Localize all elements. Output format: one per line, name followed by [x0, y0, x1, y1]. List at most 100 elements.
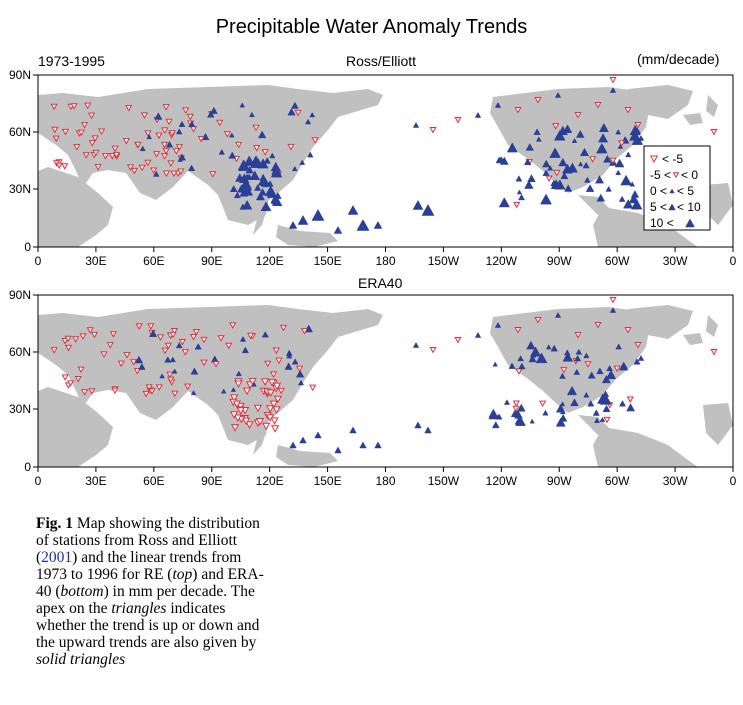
station-up-triangle	[270, 166, 283, 178]
station-up-triangle	[257, 130, 267, 139]
figure-title: Precipitable Water Anomaly Trends	[215, 16, 528, 38]
station-down-triangle	[138, 164, 146, 172]
station-up-triangle	[516, 189, 523, 195]
station-up-triangle	[554, 311, 562, 318]
station-down-triangle	[73, 144, 81, 151]
x-tick-label: 0	[730, 474, 737, 488]
station-down-triangle	[164, 342, 172, 350]
station-up-triangle	[564, 184, 573, 192]
station-down-triangle	[91, 135, 99, 142]
station-down-triangle	[162, 104, 170, 111]
station-down-triangle	[61, 128, 70, 136]
station-up-triangle	[229, 132, 235, 138]
station-up-triangle	[295, 369, 305, 378]
station-up-triangle	[233, 191, 241, 199]
station-down-triangle	[513, 201, 521, 209]
x-tick-label: 120W	[486, 254, 518, 268]
station-up-triangle	[248, 111, 255, 118]
station-up-triangle	[207, 110, 215, 118]
station-up-triangle	[266, 188, 277, 198]
station-down-triangle	[233, 414, 242, 423]
station-down-triangle	[264, 360, 272, 368]
station-up-triangle	[178, 120, 186, 127]
station-down-triangle	[64, 344, 73, 352]
station-up-triangle	[488, 408, 499, 418]
station-up-triangle	[614, 158, 625, 168]
station-down-triangle	[261, 149, 269, 156]
station-down-triangle	[200, 359, 208, 367]
x-tick-label: 180	[375, 254, 395, 268]
station-down-triangle	[150, 167, 158, 174]
station-up-triangle	[412, 199, 424, 210]
units-label: (mm/decade)	[637, 51, 720, 67]
station-down-triangle	[161, 347, 169, 355]
axis-ticks: 0 30E 60E 90E 120E 150E 180 150W 120W 90W 60W 30W 0 9…	[9, 68, 737, 268]
station-down-triangle	[111, 387, 119, 395]
station-down-triangle	[178, 338, 186, 346]
x-tick-label: 30E	[85, 254, 106, 268]
station-down-triangle	[112, 151, 121, 159]
station-up-triangle	[188, 164, 196, 171]
legend-label: -5 <	[650, 168, 671, 182]
station-down-triangle	[148, 388, 156, 395]
station-down-triangle	[294, 109, 302, 117]
land-shape	[38, 387, 113, 467]
station-up-triangle	[228, 151, 237, 159]
station-up-triangle	[149, 329, 158, 337]
station-down-triangle	[165, 118, 173, 126]
figure-caption: Fig. 1 Map showing the distribution of s…	[36, 515, 276, 668]
station-up-triangle	[255, 192, 265, 201]
station-down-triangle	[230, 394, 239, 402]
station-down-triangle	[182, 107, 190, 115]
station-down-triangle	[584, 361, 592, 368]
station-down-triangle	[94, 164, 102, 171]
station-down-triangle	[534, 317, 542, 324]
station-up-triangle	[637, 354, 645, 361]
station-down-triangle	[275, 357, 283, 365]
axis-ticks: 0 30E 60E 90E 120E 150E 180 150W 120W 90W 60W 30W 0 9…	[9, 288, 737, 488]
station-up-triangle	[549, 147, 561, 158]
legend-label: < 5	[677, 184, 694, 198]
station-down-triangle	[66, 380, 75, 387]
period-label: 1973-1995	[38, 53, 105, 69]
station-up-triangle	[528, 354, 537, 363]
station-down-triangle	[618, 140, 626, 147]
station-up-triangle	[547, 165, 554, 171]
station-up-triangle	[171, 368, 178, 374]
station-down-triangle	[613, 365, 621, 373]
station-up-triangle	[291, 101, 299, 109]
station-down-triangle	[166, 371, 174, 379]
station-down-triangle	[253, 404, 263, 413]
station-up-triangle	[598, 133, 609, 143]
station-down-triangle	[248, 377, 257, 386]
station-up-triangle	[540, 193, 552, 205]
station-up-triangle	[421, 203, 435, 216]
station-up-triangle	[595, 175, 605, 184]
station-up-triangle	[518, 193, 525, 201]
x-tick-label: 150E	[314, 474, 342, 488]
station-down-triangle	[232, 400, 241, 409]
station-down-triangle	[51, 126, 59, 134]
station-up-triangle	[559, 408, 566, 415]
station-up-triangle	[575, 348, 583, 355]
station-down-triangle	[216, 119, 224, 127]
station-down-triangle	[270, 425, 280, 433]
station-down-triangle	[229, 411, 239, 419]
station-up-triangle	[554, 179, 566, 190]
station-down-triangle	[135, 323, 143, 330]
station-down-triangle	[311, 137, 319, 144]
station-up-triangle	[637, 134, 645, 141]
land-shape	[628, 85, 693, 119]
station-up-triangle	[138, 363, 146, 370]
station-up-triangle	[559, 401, 566, 407]
station-up-triangle	[474, 331, 482, 338]
station-up-triangle	[603, 154, 612, 163]
station-down-triangle	[130, 167, 138, 175]
station-up-triangle	[571, 137, 578, 143]
station-up-triangle	[347, 204, 359, 215]
land-shape	[38, 85, 383, 225]
citation-link[interactable]: 2001	[41, 549, 73, 566]
station-down-triangle	[55, 162, 63, 170]
station-markers	[50, 77, 718, 234]
station-down-triangle	[98, 128, 106, 135]
